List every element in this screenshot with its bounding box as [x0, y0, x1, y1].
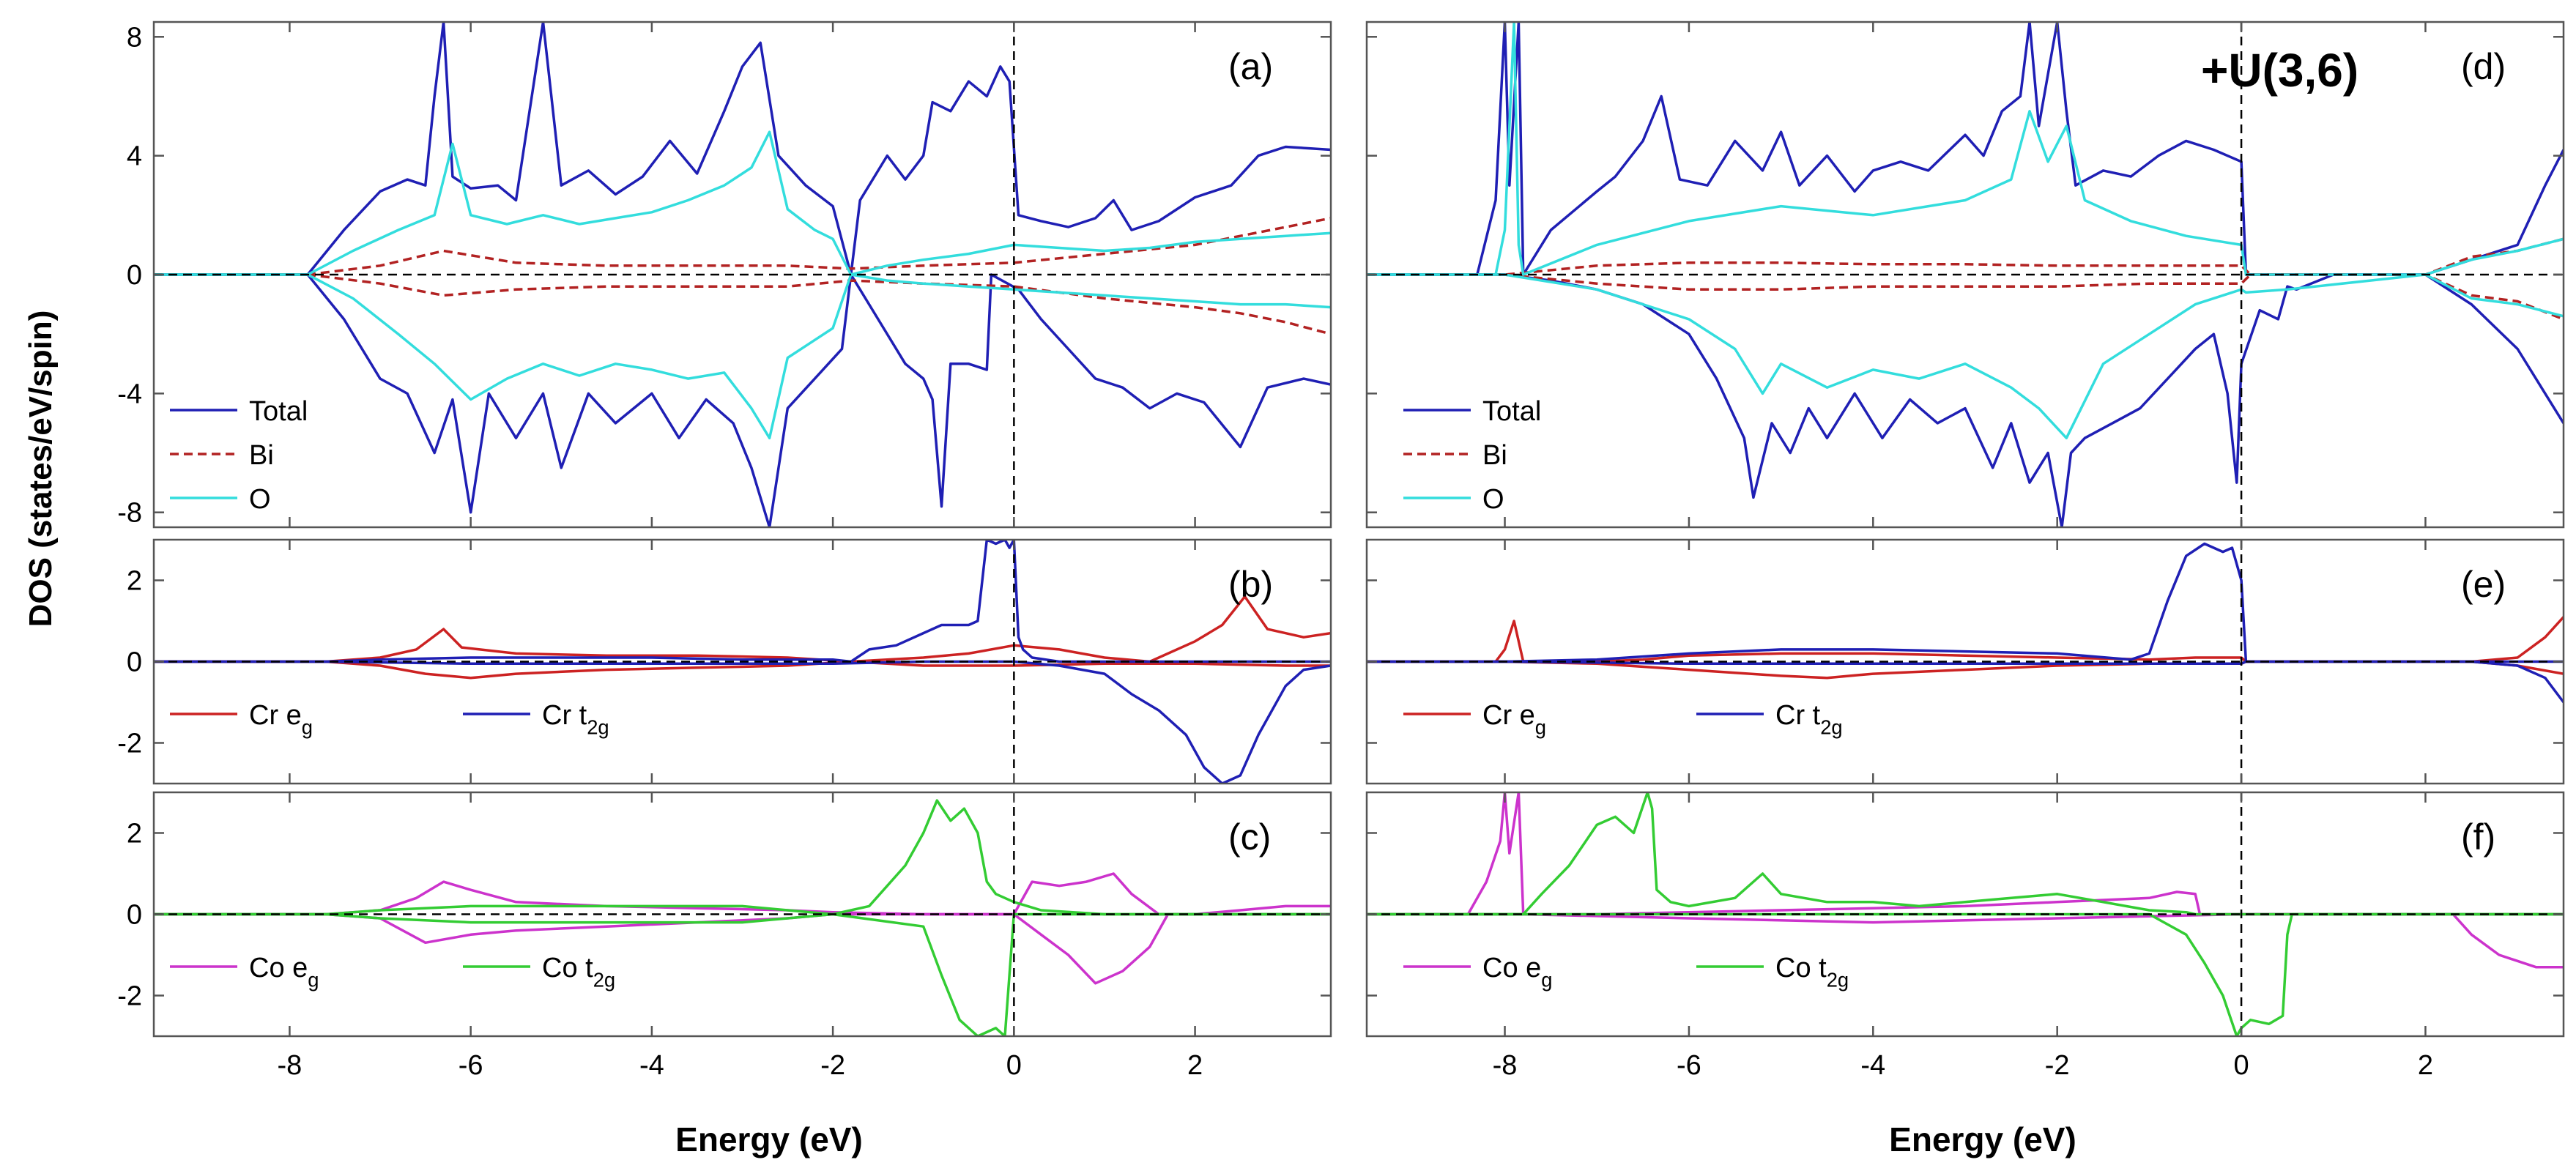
panel-label-e: (e) [2461, 564, 2506, 605]
series-o-spin-down [154, 273, 1331, 439]
series-total-spin-up [154, 22, 1331, 276]
panel-f: -8 -6 -4 -2 0 2 (f) Co eg Co t2g [1365, 791, 2565, 1081]
panel-c: -8 -6 -4 -2 0 2 -2 0 2 (c) Co eg Co t2g [117, 791, 1332, 1081]
y-tick-label: 0 [127, 900, 142, 931]
series-co-e-g-spin-up [154, 872, 1331, 916]
x-tick-label: -2 [820, 1050, 845, 1081]
series-co-e-g-spin-down [1367, 912, 2564, 969]
legend-label-cr-t-2g: Cr t2g [542, 700, 609, 738]
x-tick-label: 2 [2418, 1050, 2433, 1081]
x-tick-label: 0 [2234, 1050, 2249, 1081]
x-tick-label: -4 [639, 1050, 664, 1081]
x-axis-label-left: Energy (eV) [675, 1120, 863, 1158]
x-tick-label: -6 [1677, 1050, 1701, 1081]
panel-label-b: (b) [1228, 564, 1273, 605]
series-co-e-g-spin-down [154, 912, 1331, 985]
legend-label-cr-t-2g: Cr t2g [1775, 700, 1843, 738]
x-tick-label: -8 [1493, 1050, 1518, 1081]
series-total-spin-up [1367, 22, 2564, 276]
series-co-t-2g-spin-down [154, 912, 1331, 1036]
y-tick-label: 8 [127, 22, 142, 53]
y-tick-label: -8 [117, 498, 142, 529]
panel-b: -2 0 2 (b) Cr eg Cr t2g [117, 538, 1332, 785]
series-total-spin-down [154, 273, 1331, 527]
x-tick-label: -2 [2045, 1050, 2070, 1081]
y-tick-label: 4 [127, 141, 142, 172]
series-cr-t-2g-spin-up [154, 540, 1331, 663]
y-tick-label: -2 [117, 729, 142, 759]
legend-label-bi: Bi [249, 440, 274, 471]
x-tick-label: 2 [1187, 1050, 1203, 1081]
panel-label-f: (f) [2461, 817, 2495, 858]
y-tick-label: 0 [127, 647, 142, 678]
y-tick-label: 2 [127, 819, 142, 849]
panel-b-plot-area [154, 540, 1331, 784]
hubbard-u-annotation: +U(3,6) [2201, 44, 2358, 97]
panel-a-plot-area [154, 22, 1331, 527]
x-tick-label: -8 [278, 1050, 302, 1081]
legend-label-cr-e-g: Cr eg [1482, 700, 1546, 738]
x-tick-label: 0 [1006, 1050, 1022, 1081]
series-cr-e-g-spin-down [154, 660, 1331, 680]
series-cr-t-2g-spin-down [1367, 660, 2564, 704]
y-tick-label: 2 [127, 566, 142, 597]
legend-label-total: Total [249, 396, 308, 427]
panel-a: -8 -4 0 4 8 (a) Total Bi O [117, 21, 1332, 529]
panel-f-plot-area [1367, 792, 2564, 1036]
series-bi-spin-up [1367, 237, 2564, 276]
series-co-t-2g-spin-up [154, 799, 1331, 916]
y-tick-label: -2 [117, 981, 142, 1012]
legend-label-co-t-2g: Co t2g [542, 953, 615, 991]
panels-layer: -8 -4 0 4 8 (a) Total Bi O -2 0 2 (b) Cr eg Cr t2g -8 -6… [117, 21, 2565, 1081]
series-cr-e-g-spin-up [1367, 616, 2564, 663]
series-co-e-g-spin-up [1367, 792, 2564, 916]
legend-label-o: O [1482, 484, 1504, 515]
x-tick-label: -4 [1860, 1050, 1885, 1081]
legend-label-cr-e-g: Cr eg [249, 700, 313, 738]
legend-label-total: Total [1482, 396, 1541, 427]
series-cr-t-2g-spin-up [1367, 542, 2564, 663]
series-bi-spin-up [154, 217, 1331, 276]
panel-label-d: (d) [2461, 46, 2506, 87]
panel-d-plot-area [1367, 22, 2564, 527]
series-co-t-2g-spin-up [1367, 792, 2564, 916]
series-cr-t-2g-spin-down [154, 660, 1331, 784]
legend-label-co-t-2g: Co t2g [1775, 953, 1849, 991]
x-tick-label: -6 [459, 1050, 483, 1081]
x-axis-label-right: Energy (eV) [1889, 1120, 2076, 1158]
series-o-spin-down [1367, 273, 2564, 439]
panel-c-plot-area [154, 792, 1331, 1036]
panel-label-c: (c) [1228, 817, 1271, 858]
legend-label-o: O [249, 484, 271, 515]
series-cr-e-g-spin-up [154, 595, 1331, 663]
panel-e: (e) Cr eg Cr t2g [1365, 538, 2565, 785]
panel-label-a: (a) [1228, 46, 1273, 87]
y-tick-label: 0 [127, 260, 142, 291]
legend-label-co-e-g: Co eg [249, 953, 319, 991]
series-o-spin-up [154, 130, 1331, 276]
legend-label-bi: Bi [1482, 440, 1507, 471]
panel-d: (d) Total Bi O [1365, 21, 2565, 529]
legend-label-co-e-g: Co eg [1482, 953, 1553, 991]
panel-e-plot-area [1367, 540, 2564, 784]
series-bi-spin-down [154, 273, 1331, 335]
y-tick-label: -4 [117, 379, 142, 409]
series-total-spin-down [1367, 273, 2564, 527]
y-axis-label: DOS (states/eV/spin) [23, 310, 59, 628]
